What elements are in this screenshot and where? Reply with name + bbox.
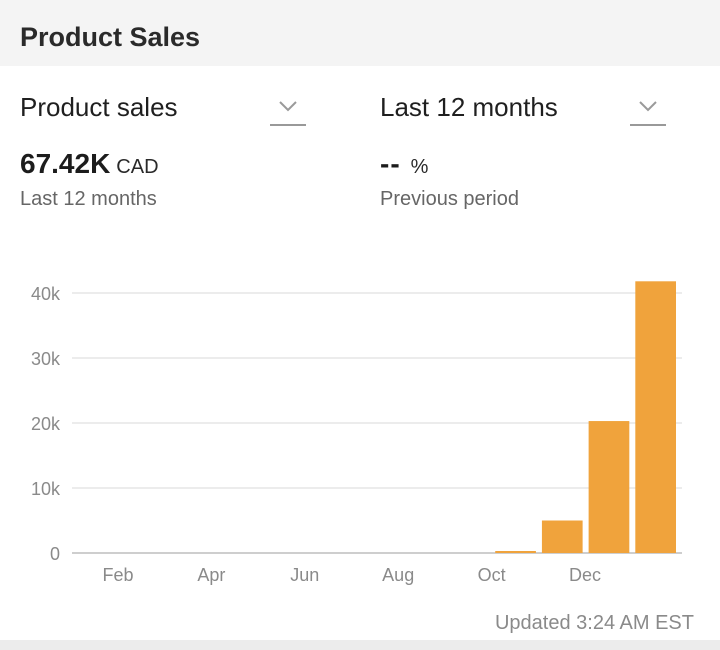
bar-nov [541,520,583,553]
x-tick-label: Dec [569,565,601,585]
previous-period-caption: Previous period [380,188,519,210]
y-tick-label: 10k [31,479,61,499]
x-tick-label: Apr [197,565,225,585]
y-tick-label: 20k [31,414,61,434]
card-bottom-divider [0,640,720,650]
total-sales: 67.42K CAD [20,148,159,180]
metric-selector[interactable]: Product sales [20,92,310,128]
currency-unit: CAD [116,156,159,178]
change-value: -- [380,148,401,179]
bar-oct [495,551,536,553]
change-percent: --% [380,148,428,180]
change-unit: % [410,156,429,178]
total-sales-value: 67.42K [20,148,111,179]
x-tick-label: Aug [382,565,414,585]
x-tick-label: Oct [478,565,506,585]
x-tick-label: Jun [290,565,319,585]
bar-jan [635,281,676,553]
card-title: Product Sales [20,22,201,52]
period-selector-label: Last 12 months [380,92,558,122]
period-selector[interactable]: Last 12 months [380,92,670,128]
y-tick-label: 40k [31,284,61,304]
chevron-down-icon[interactable] [630,94,666,126]
chevron-down-icon[interactable] [270,94,306,126]
y-tick-label: 0 [50,544,60,564]
card-header: Product Sales [0,0,720,66]
sales-bar-chart: 0 10k 20k 30k 40k Feb Apr Jun Aug Oct Dec [31,281,682,585]
metric-selector-label: Product sales [20,92,178,122]
total-sales-caption: Last 12 months [20,188,157,210]
updated-timestamp: Updated 3:24 AM EST [494,612,694,634]
bar-dec [588,421,630,553]
y-tick-label: 30k [31,349,61,369]
x-tick-label: Feb [103,565,134,585]
